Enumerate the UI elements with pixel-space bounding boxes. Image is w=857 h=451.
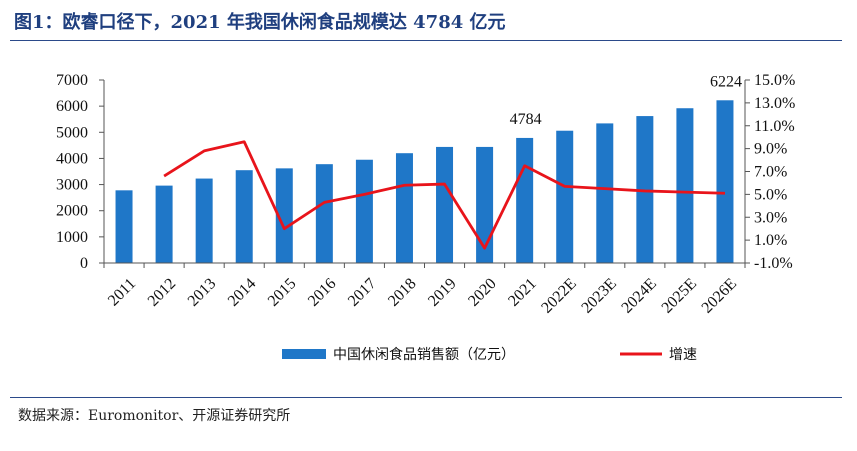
legend-bar-swatch <box>282 349 326 359</box>
bar-2024E <box>636 116 654 263</box>
y-left-tick-label: 2000 <box>56 203 88 220</box>
figure-title: 图1：欧睿口径下，2021 年我国休闲食品规模达 4784 亿元 <box>14 12 506 33</box>
source-rule <box>10 397 842 398</box>
legend: 中国休闲食品销售额（亿元） 增速 <box>282 346 697 363</box>
x-tick-label-2024E: 2024E <box>618 275 660 317</box>
x-tick-label-2020: 2020 <box>465 275 500 310</box>
bar-2018 <box>395 153 413 263</box>
y-left-tick-label: 7000 <box>56 72 88 89</box>
title-rule <box>10 40 842 41</box>
y-left-tick-label: 1000 <box>56 229 88 246</box>
bar-series <box>115 100 734 263</box>
y-left-tick-label: 0 <box>80 255 88 272</box>
y-right-tick-label: 3.0% <box>754 209 787 226</box>
bar-2026E <box>716 100 734 263</box>
y-right-tick-label: 13.0% <box>754 95 795 112</box>
bar-2020 <box>476 146 494 263</box>
growth-line-series <box>163 140 726 250</box>
x-tick-label-2019: 2019 <box>425 275 460 310</box>
x-tick-label-2013: 2013 <box>185 275 220 310</box>
bar-2013 <box>195 178 213 263</box>
bar-2021 <box>516 137 534 263</box>
x-tick-label-2015: 2015 <box>265 275 300 310</box>
x-tick-label-2011: 2011 <box>105 275 139 309</box>
x-tick-label-2014: 2014 <box>225 275 260 310</box>
x-tick-label-2021: 2021 <box>505 275 540 310</box>
y-left-tick-label: 5000 <box>56 124 88 141</box>
data-label-2026E: 6224 <box>710 73 742 90</box>
y-left-tick-label: 6000 <box>56 98 88 115</box>
y-right-tick-label: 5.0% <box>754 186 787 203</box>
x-tick-label-2025E: 2025E <box>659 275 701 317</box>
bar-2025E <box>676 108 694 263</box>
x-tick-label-2016: 2016 <box>305 275 340 310</box>
x-tick-label-2023E: 2023E <box>578 275 620 317</box>
y-right-tick-label: -1.0% <box>754 255 793 272</box>
x-tick-label-2018: 2018 <box>385 275 420 310</box>
y-right-tick-label: 7.0% <box>754 164 787 181</box>
y-right-tick-label: 9.0% <box>754 141 787 158</box>
legend-line-label: 增速 <box>669 347 697 363</box>
data-label-2021: 4784 <box>510 111 542 128</box>
data-labels: 4784 6224 <box>510 73 742 128</box>
source-note: 数据来源：Euromonitor、开源证券研究所 <box>18 408 291 424</box>
bar-2019 <box>436 146 454 263</box>
y-left-tick-label: 4000 <box>56 150 88 167</box>
bar-2023E <box>596 123 614 263</box>
bar-2011 <box>115 190 133 263</box>
bar-2015 <box>275 168 293 263</box>
bar-2012 <box>155 185 173 263</box>
x-tick-label-2017: 2017 <box>345 275 380 310</box>
y-left-tick-label: 3000 <box>56 177 88 194</box>
bar-2014 <box>235 170 253 263</box>
bar-2017 <box>355 159 373 263</box>
y-right-tick-label: 11.0% <box>754 118 795 135</box>
x-tick-label-2022E: 2022E <box>538 275 580 317</box>
bar-2022E <box>556 130 574 263</box>
bar-2016 <box>315 164 333 263</box>
y-right-tick-label: 1.0% <box>754 232 787 249</box>
legend-bar-label: 中国休闲食品销售额（亿元） <box>333 346 515 363</box>
x-tick-label-2012: 2012 <box>145 275 180 310</box>
x-tick-label-2026E: 2026E <box>699 275 741 317</box>
y-right-tick-label: 15.0% <box>754 72 795 89</box>
